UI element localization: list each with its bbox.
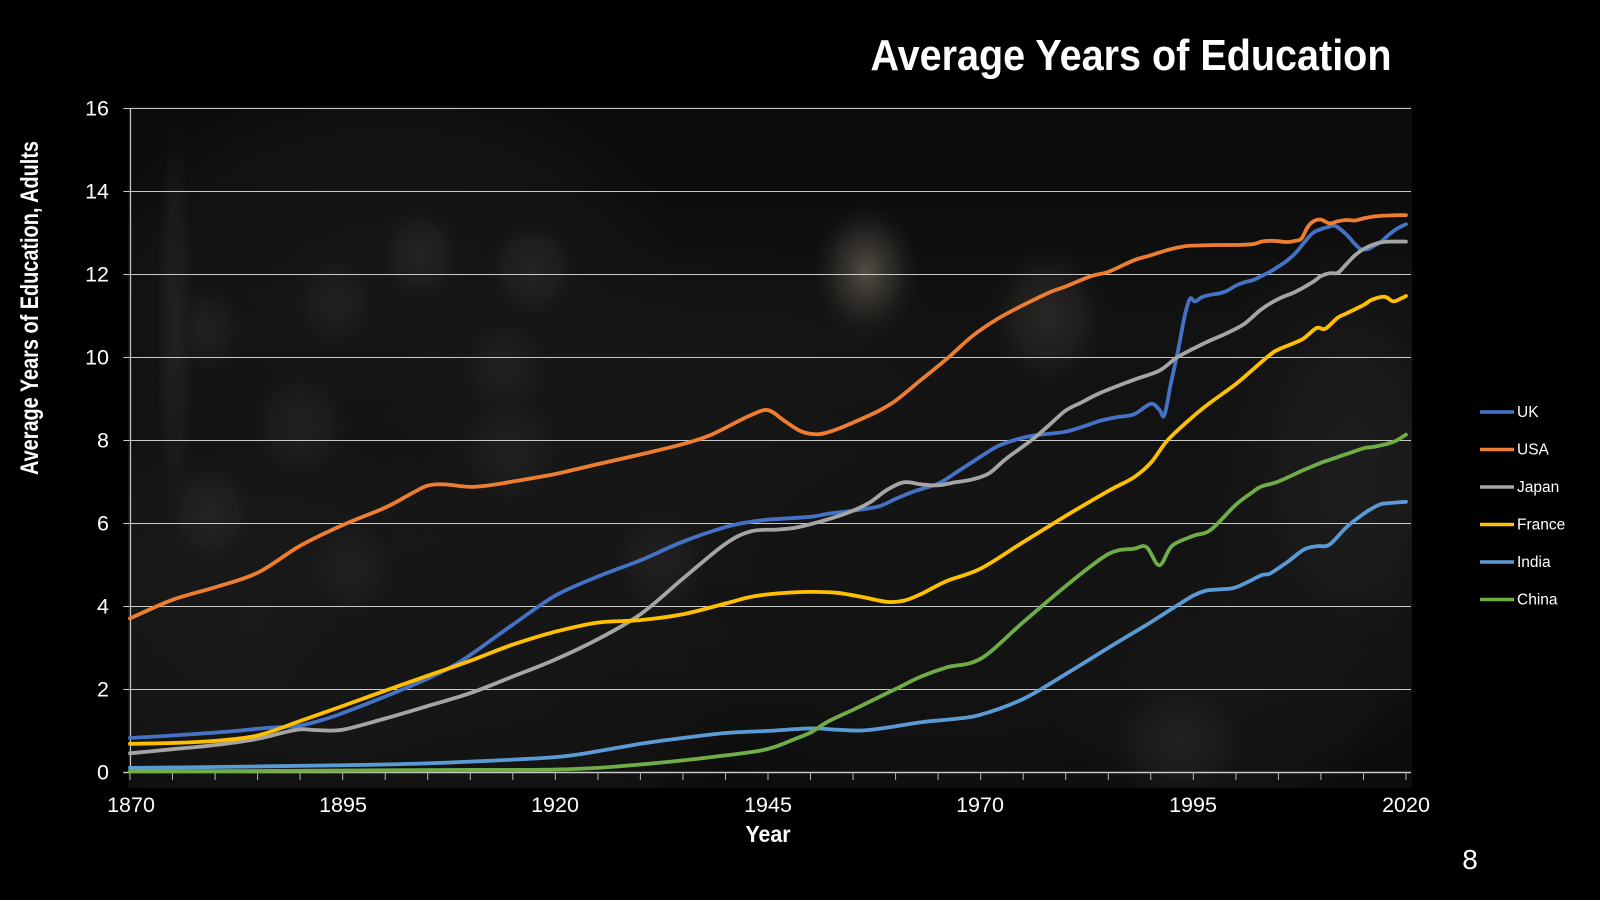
svg-text:UK: UK [1517, 404, 1539, 421]
svg-text:14: 14 [85, 180, 109, 204]
svg-text:Average Years of Education: Average Years of Education [871, 31, 1392, 80]
svg-text:Average Years of Education, Ad: Average Years of Education, Adults [16, 141, 44, 475]
svg-text:10: 10 [85, 346, 109, 370]
svg-text:12: 12 [85, 263, 109, 287]
svg-text:4: 4 [97, 595, 109, 619]
svg-text:8: 8 [1462, 844, 1478, 875]
svg-text:China: China [1517, 592, 1558, 609]
svg-text:1945: 1945 [744, 793, 792, 817]
svg-text:Japan: Japan [1517, 479, 1559, 496]
svg-text:1970: 1970 [956, 793, 1004, 817]
svg-text:1920: 1920 [531, 793, 579, 817]
svg-text:8: 8 [97, 429, 109, 453]
svg-text:0: 0 [97, 761, 109, 785]
svg-text:1895: 1895 [319, 793, 367, 817]
svg-text:France: France [1517, 517, 1565, 534]
svg-text:Year: Year [746, 821, 791, 847]
svg-text:2: 2 [97, 678, 109, 702]
svg-text:USA: USA [1517, 442, 1550, 459]
svg-text:2020: 2020 [1382, 793, 1430, 817]
svg-text:6: 6 [97, 512, 109, 536]
svg-text:16: 16 [85, 97, 109, 121]
svg-text:India: India [1517, 554, 1551, 571]
svg-text:1995: 1995 [1169, 793, 1217, 817]
svg-text:1870: 1870 [107, 793, 155, 817]
